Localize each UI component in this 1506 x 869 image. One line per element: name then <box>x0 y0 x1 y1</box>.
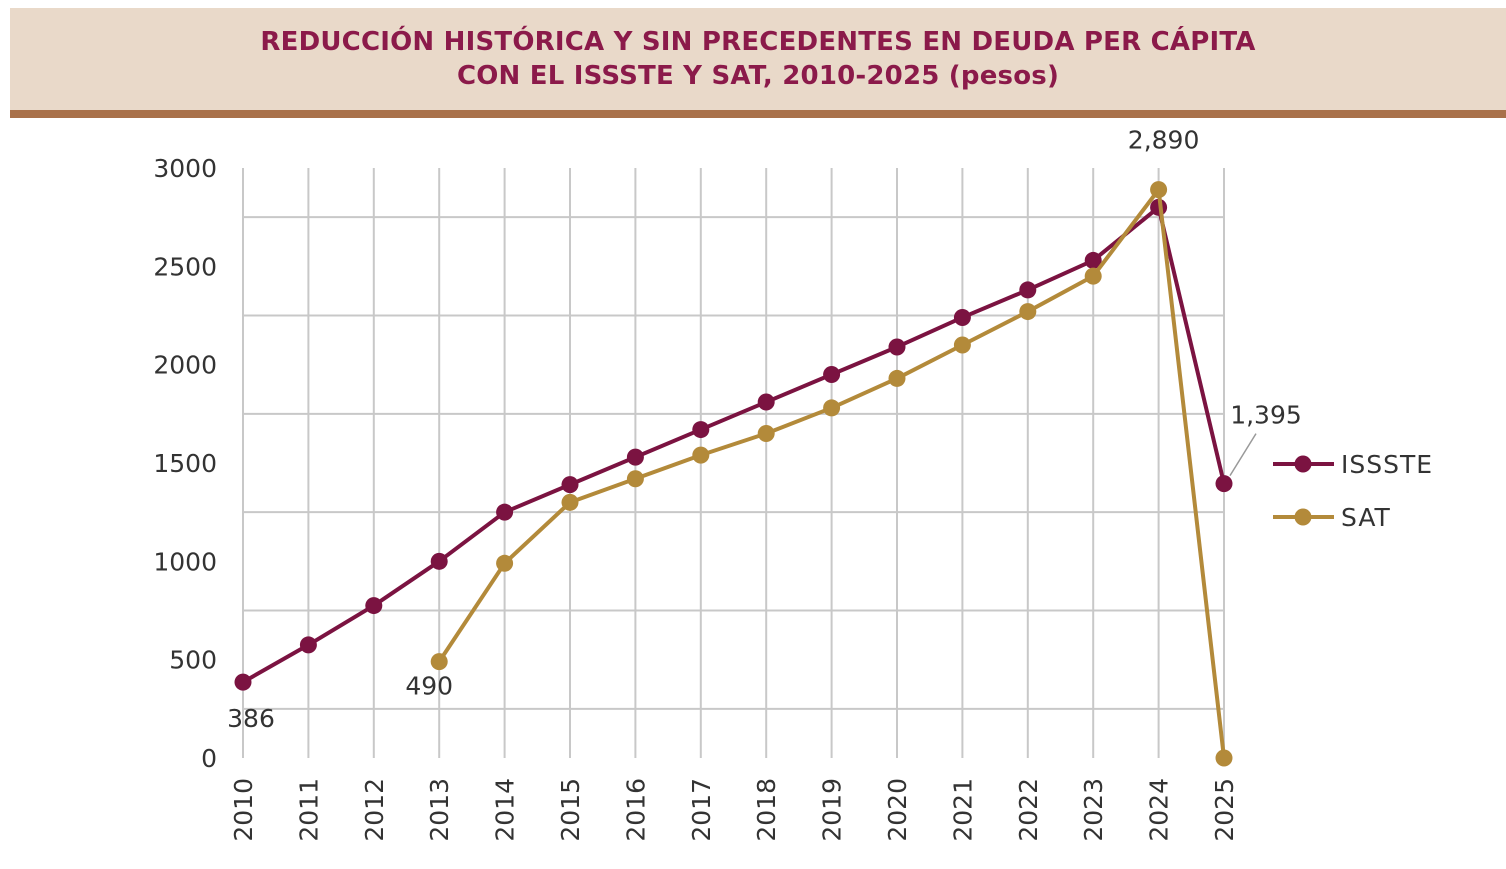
data-point <box>626 470 644 488</box>
x-tick-label: 2025 <box>1210 778 1239 842</box>
chart-title-line-2: CON EL ISSSTE Y SAT, 2010-2025 (pesos) <box>456 61 1060 91</box>
x-tick-label: 2011 <box>294 778 323 842</box>
legend-label: ISSSTE <box>1341 450 1433 479</box>
series-line-segment <box>437 561 507 664</box>
chart-title-line-1: REDUCCIÓN HISTÓRICA Y SIN PRECEDENTES EN… <box>260 27 1256 57</box>
y-tick-label: 500 <box>169 646 217 675</box>
data-point <box>888 369 906 387</box>
series-line-segment <box>306 603 376 647</box>
data-point <box>234 673 252 691</box>
data-point <box>299 636 317 654</box>
x-tick-label: 2023 <box>1079 778 1108 842</box>
series-sat <box>430 181 1233 767</box>
data-point <box>757 393 775 411</box>
legend-marker <box>1294 455 1312 473</box>
y-tick-label: 2000 <box>153 351 217 380</box>
x-tick-label: 2017 <box>687 778 716 842</box>
series-line-segment <box>568 476 638 505</box>
data-point <box>1084 267 1102 285</box>
data-point <box>430 653 448 671</box>
data-point <box>561 476 579 494</box>
data-label: 1,395 <box>1230 401 1302 430</box>
series-line-segment <box>633 427 703 460</box>
data-point <box>1019 303 1037 321</box>
data-point <box>953 336 971 354</box>
data-point <box>1215 749 1233 767</box>
series-line-segment <box>764 372 834 405</box>
series-line-segment <box>633 453 703 481</box>
series-line-segment <box>829 376 899 410</box>
x-tick-label: 2014 <box>491 778 520 842</box>
x-tick-label: 2019 <box>818 778 847 842</box>
series-line-segment <box>960 309 1030 347</box>
y-tick-label: 1500 <box>153 449 217 478</box>
series-line-segment <box>764 405 834 436</box>
legend: ISSSTE SAT <box>1273 450 1433 532</box>
series-line-segment <box>502 482 572 515</box>
series-line-segment <box>1156 205 1226 486</box>
y-tick-label: 1000 <box>153 547 217 576</box>
data-point <box>561 493 579 511</box>
y-tick-label: 0 <box>201 744 217 773</box>
series-line-segment <box>371 559 442 608</box>
series-line-segment <box>1156 187 1226 760</box>
data-point <box>757 425 775 442</box>
x-tick-label: 2012 <box>360 778 389 842</box>
series-line-segment <box>829 344 899 377</box>
data-point <box>1150 181 1168 199</box>
data-point <box>1019 281 1037 299</box>
data-point <box>692 446 710 464</box>
series-line-segment <box>895 315 965 349</box>
y-tick-label: 3000 <box>153 154 217 183</box>
data-point <box>430 552 448 570</box>
series-line-segment <box>698 400 769 432</box>
data-point <box>1084 251 1102 269</box>
legend-label: SAT <box>1341 503 1391 532</box>
data-point <box>1215 475 1233 493</box>
data-point <box>496 554 514 572</box>
series-line-segment <box>960 287 1030 320</box>
data-point <box>692 421 710 439</box>
data-label: 2,890 <box>1128 126 1200 155</box>
x-tick-label: 2015 <box>556 778 585 842</box>
x-tick-label: 2021 <box>948 778 977 842</box>
series-line-segment <box>502 500 572 566</box>
grid <box>242 168 1225 758</box>
data-point <box>823 399 841 417</box>
series-line-segment <box>241 642 311 685</box>
label-leader-line <box>1229 433 1257 477</box>
x-tick-label: 2018 <box>752 778 781 842</box>
data-point <box>953 308 971 326</box>
series-line-segment <box>1025 258 1096 292</box>
series-line-segment <box>568 455 638 487</box>
x-tick-label: 2010 <box>229 778 258 842</box>
data-point <box>626 448 644 466</box>
data-point <box>823 366 841 383</box>
title-banner: REDUCCIÓN HISTÓRICA Y SIN PRECEDENTES EN… <box>10 8 1506 118</box>
series-line-segment <box>698 431 769 458</box>
data-label: 386 <box>227 704 275 733</box>
y-tick-label: 2500 <box>153 252 217 281</box>
x-tick-label: 2013 <box>425 778 454 842</box>
data-label: 490 <box>405 672 453 701</box>
data-point <box>888 338 906 356</box>
x-tick-label: 2024 <box>1145 778 1174 842</box>
data-point <box>496 503 514 521</box>
series-line-segment <box>437 510 507 564</box>
x-tick-label: 2020 <box>883 778 912 842</box>
series-line-segment <box>1091 187 1161 279</box>
data-point <box>365 597 383 615</box>
series-line-segment <box>895 343 965 381</box>
legend-marker <box>1294 508 1312 526</box>
x-tick-label: 2022 <box>1014 778 1043 842</box>
series-line-segment <box>1025 274 1096 314</box>
x-tick-label: 2016 <box>621 778 650 842</box>
